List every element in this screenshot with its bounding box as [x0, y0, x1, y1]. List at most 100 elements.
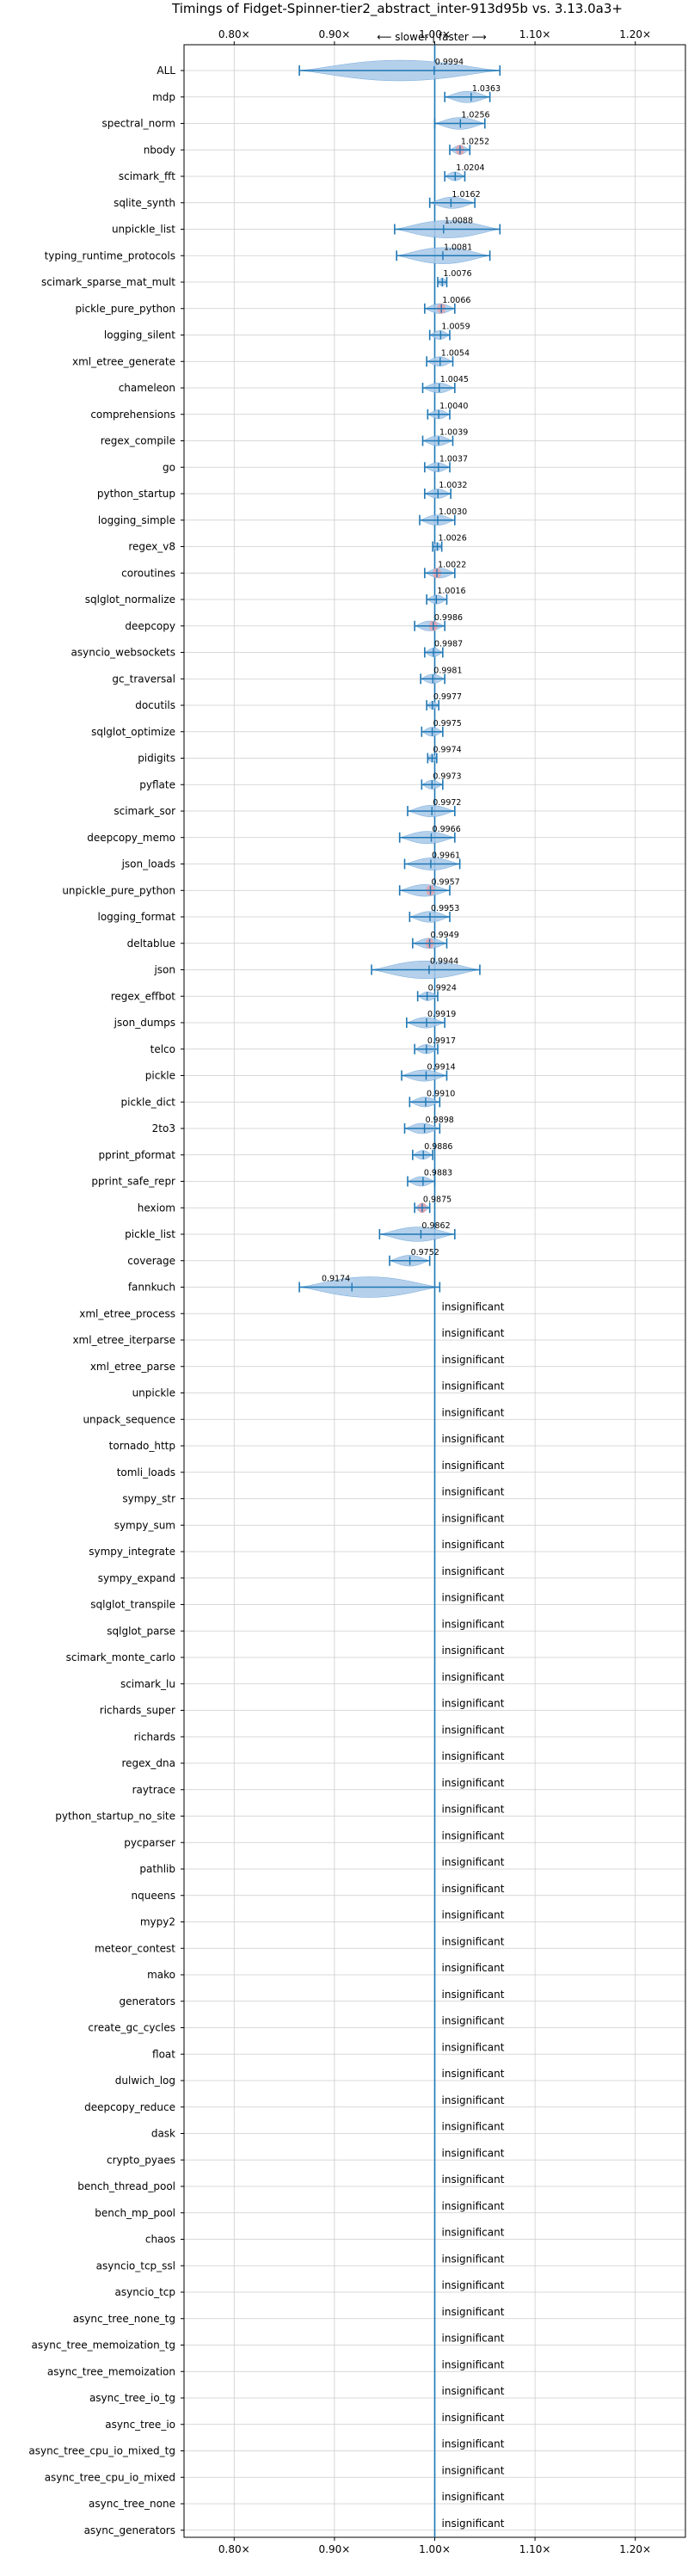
category-label: chaos: [145, 2234, 175, 2246]
insignificant-label: insignificant: [442, 2464, 505, 2476]
x-tick-label-top: 0.90×: [319, 28, 351, 40]
category-label: deepcopy: [125, 620, 175, 632]
category-label: sympy_expand: [98, 1572, 175, 1584]
value-label: 1.0022: [438, 560, 466, 569]
category-label: pidigits: [138, 753, 175, 765]
insignificant-label: insignificant: [442, 1935, 505, 1947]
insignificant-label: insignificant: [442, 2015, 505, 2027]
category-label: async_tree_memoization: [47, 2365, 175, 2377]
category-label: pprint_pformat: [99, 1149, 176, 1161]
insignificant-label: insignificant: [442, 1406, 505, 1418]
category-label: coverage: [127, 1255, 175, 1267]
category-label: mako: [147, 1969, 175, 1981]
category-label: python_startup: [97, 488, 175, 500]
x-tick-label-bottom: 0.80×: [218, 2543, 250, 2555]
insignificant-label: insignificant: [442, 1354, 505, 1366]
category-label: generators: [119, 1995, 175, 2007]
category-label: tomli_loads: [117, 1466, 175, 1479]
value-label: 0.9898: [426, 1116, 454, 1125]
insignificant-label: insignificant: [442, 1645, 505, 1657]
category-label: ALL: [157, 65, 175, 77]
value-label: 1.0037: [439, 454, 468, 464]
category-label: 2to3: [152, 1122, 175, 1134]
value-label: 1.0054: [441, 348, 470, 358]
insignificant-label: insignificant: [442, 1750, 505, 1762]
insignificant-label: insignificant: [442, 2438, 505, 2450]
category-label: pickle: [145, 1070, 175, 1082]
category-label: chameleon: [119, 382, 175, 394]
category-label: async_tree_none_tg: [73, 2313, 175, 2325]
category-label: regex_effbot: [111, 990, 176, 1002]
category-label: sqlglot_parse: [107, 1625, 175, 1637]
insignificant-label: insignificant: [442, 2041, 505, 2053]
value-label: 0.9875: [423, 1195, 452, 1204]
value-label: 0.9862: [421, 1221, 450, 1231]
value-label: 0.9914: [427, 1063, 455, 1073]
insignificant-label: insignificant: [442, 1724, 505, 1736]
category-label: sqlglot_normalize: [85, 593, 175, 606]
value-label: 1.0204: [456, 163, 484, 173]
insignificant-label: insignificant: [442, 2412, 505, 2424]
x-tick-label-top: 1.00×: [419, 28, 451, 40]
insignificant-label: insignificant: [442, 1698, 505, 1710]
value-label: 0.9917: [427, 1036, 456, 1046]
category-label: scimark_monte_carlo: [66, 1651, 175, 1663]
insignificant-label: insignificant: [442, 2385, 505, 2397]
value-label: 0.9981: [433, 666, 462, 675]
insignificant-label: insignificant: [442, 2333, 505, 2345]
category-label: xml_etree_parse: [90, 1361, 175, 1373]
category-label: unpickle_pure_python: [62, 884, 175, 896]
category-label: nbody: [144, 144, 175, 156]
category-label: json_loads: [121, 858, 175, 870]
category-label: deepcopy_memo: [87, 832, 175, 844]
category-label: go: [163, 461, 175, 473]
value-label: 0.9944: [430, 957, 458, 967]
category-label: unpack_sequence: [83, 1413, 175, 1425]
insignificant-label: insignificant: [442, 1856, 505, 1868]
direction-label: ⟵ slower | faster ⟶: [377, 31, 487, 43]
category-label: deepcopy_reduce: [84, 2101, 175, 2113]
insignificant-label: insignificant: [442, 2306, 505, 2318]
insignificant-label: insignificant: [442, 2094, 505, 2106]
category-label: xml_etree_iterparse: [72, 1334, 175, 1346]
value-label: 1.0032: [439, 481, 467, 490]
insignificant-label: insignificant: [442, 1380, 505, 1393]
category-label: unpickle_list: [112, 224, 175, 236]
category-label: asyncio_tcp: [114, 2286, 175, 2298]
insignificant-label: insignificant: [442, 1512, 505, 1524]
category-label: xml_etree_process: [79, 1307, 175, 1319]
value-label: 1.0030: [439, 507, 467, 517]
category-label: create_gc_cycles: [88, 2022, 175, 2034]
category-label: unpickle: [132, 1387, 175, 1399]
category-label: typing_runtime_protocols: [45, 249, 175, 261]
value-label: 0.9953: [431, 904, 459, 913]
category-label: async_tree_cpu_io_mixed: [45, 2471, 175, 2483]
category-label: meteor_contest: [95, 1942, 175, 1954]
value-label: 0.9174: [322, 1275, 350, 1284]
category-label: nqueens: [132, 1890, 175, 1902]
value-label: 1.0252: [461, 137, 489, 146]
value-label: 1.0256: [461, 111, 489, 120]
insignificant-label: insignificant: [442, 1300, 505, 1313]
insignificant-label: insignificant: [442, 2173, 505, 2186]
category-label: sqlglot_optimize: [91, 726, 175, 738]
insignificant-label: insignificant: [442, 1804, 505, 1816]
value-label: 0.9961: [432, 851, 460, 861]
insignificant-label: insignificant: [442, 1671, 505, 1683]
value-label: 1.0088: [445, 217, 473, 226]
category-label: bench_mp_pool: [95, 2207, 175, 2219]
category-label: richards_super: [100, 1705, 175, 1717]
marks-layer: [298, 45, 501, 2537]
value-label: 0.9910: [427, 1089, 455, 1098]
category-label: async_tree_cpu_io_mixed_tg: [28, 2445, 175, 2457]
value-label: 0.9973: [433, 772, 461, 781]
value-label: 0.9919: [427, 1010, 456, 1019]
value-label: 1.0363: [472, 84, 501, 94]
insignificant-label: insignificant: [442, 2121, 505, 2133]
x-tick-label-bottom: 0.90×: [319, 2543, 351, 2555]
labels-layer: 0.80× 0.80× 0.90× 0.90× 1.00× 1.00× 1.10× 1.10×…: [28, 28, 651, 2555]
insignificant-label: insignificant: [442, 1539, 505, 1551]
chart-title: Timings of Fidget-Spinner-tier2_abstract…: [171, 1, 623, 17]
category-label: async_tree_io_tg: [89, 2392, 175, 2404]
x-tick-label-top: 1.20×: [619, 28, 651, 40]
